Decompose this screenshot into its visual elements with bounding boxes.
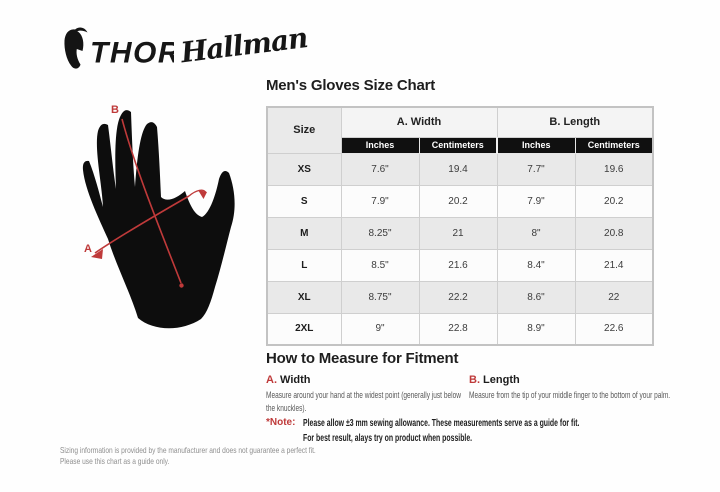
table-row-m: M 8.25" 21 8" 20.8	[266, 216, 654, 250]
fit-note-text: Please allow ±3 mm sewing allowance. The…	[303, 418, 580, 444]
label-b: B	[111, 104, 119, 116]
measure-label-length: Length	[480, 374, 520, 386]
width-cm-value: 20.2	[418, 184, 498, 218]
table-row-xs: XS 7.6" 19.4 7.7" 19.6	[266, 152, 654, 186]
column-group-b-length: B. Length	[496, 106, 654, 138]
glove-diagram: A B	[82, 104, 235, 329]
table-row-2xl: 2XL 9" 22.8 8.9" 22.6	[266, 312, 654, 346]
size-value: XS	[266, 152, 342, 186]
column-header-size: Size	[266, 106, 342, 154]
measure-key-b: B.	[469, 374, 480, 386]
hand-silhouette	[82, 110, 235, 329]
length-cm-value: 20.8	[574, 216, 654, 250]
length-inches-value: 7.9"	[496, 184, 576, 218]
measure-line-b-endpoint	[179, 283, 184, 288]
length-inches-value: 8.9"	[496, 312, 576, 346]
measure-key-a: A.	[266, 374, 277, 386]
size-value: S	[266, 184, 342, 218]
length-cm-value: 21.4	[574, 248, 654, 282]
measure-label-width: Width	[277, 374, 311, 386]
size-value: M	[266, 216, 342, 250]
thor-logo: THOR	[64, 27, 174, 70]
width-cm-value: 19.4	[418, 152, 498, 186]
measure-line-a-arrowhead-left	[91, 249, 103, 259]
measure-text-width: Measure around your hand at the widest p…	[266, 390, 461, 415]
table-subheader-row: Inches Centimeters Inches Centimeters	[267, 136, 654, 154]
length-inches-value: 8.6"	[496, 280, 576, 314]
measure-line-b	[121, 118, 182, 284]
measure-text-length: Measure from the tip of your middle fing…	[469, 390, 671, 401]
length-inches-value: 7.7"	[496, 152, 576, 186]
width-cm-value: 21	[418, 216, 498, 250]
measure-item-length-heading: B. Length	[469, 374, 699, 386]
length-cm-value: 22.6	[574, 312, 654, 346]
size-value: L	[266, 248, 342, 282]
sizing-disclaimer-line1: Sizing information is provided by the ma…	[60, 445, 316, 455]
sizing-disclaimer: Sizing information is provided by the ma…	[60, 445, 388, 468]
subheader-a-centimeters: Centimeters	[418, 136, 498, 154]
sizing-disclaimer-line2: Please use this chart as a guide only.	[60, 456, 170, 467]
size-value: 2XL	[266, 312, 342, 346]
width-inches-value: 7.6"	[340, 152, 420, 186]
thor-logo-text: THOR	[90, 37, 174, 70]
table-group-header-row: Size A. Width B. Length	[266, 106, 654, 154]
width-inches-value: 8.5"	[340, 248, 420, 282]
table-row-s: S 7.9" 20.2 7.9" 20.2	[266, 184, 654, 218]
fit-note-label: *Note:	[266, 417, 296, 428]
size-value: XL	[266, 280, 342, 314]
measure-item-length: B. Length Measure from the tip of your m…	[469, 374, 699, 402]
hallman-logo-text: Hallman	[178, 21, 310, 70]
table-row-xl: XL 8.75" 22.2 8.6" 22	[266, 280, 654, 314]
size-chart-table: Size A. Width B. Length Inches Centimete…	[266, 106, 654, 346]
length-inches-value: 8.4"	[496, 248, 576, 282]
length-cm-value: 20.2	[574, 184, 654, 218]
width-cm-value: 22.8	[418, 312, 498, 346]
length-cm-value: 22	[574, 280, 654, 314]
width-inches-value: 7.9"	[340, 184, 420, 218]
length-inches-value: 8"	[496, 216, 576, 250]
measure-section-title: How to Measure for Fitment	[266, 350, 459, 367]
width-inches-value: 8.25"	[340, 216, 420, 250]
fit-note: *Note: Please allow ±3 mm sewing allowan…	[266, 417, 706, 446]
length-cm-value: 19.6	[574, 152, 654, 186]
measure-line-a-arrowhead-right	[198, 190, 207, 199]
table-row-l: L 8.5" 21.6 8.4" 21.4	[266, 248, 654, 282]
label-a: A	[84, 243, 92, 255]
width-cm-value: 21.6	[418, 248, 498, 282]
thor-helmet-icon	[64, 27, 88, 69]
width-cm-value: 22.2	[418, 280, 498, 314]
subheader-b-inches: Inches	[496, 136, 576, 154]
measure-item-width: A. Width Measure around your hand at the…	[266, 374, 486, 416]
subheader-a-inches: Inches	[340, 136, 420, 154]
measure-line-a	[94, 195, 190, 254]
column-group-a-width: A. Width	[340, 106, 498, 138]
page-title: Men's Gloves Size Chart	[266, 77, 436, 94]
width-inches-value: 8.75"	[340, 280, 420, 314]
subheader-b-centimeters: Centimeters	[574, 136, 654, 154]
width-inches-value: 9"	[340, 312, 420, 346]
measure-item-width-heading: A. Width	[266, 374, 486, 386]
